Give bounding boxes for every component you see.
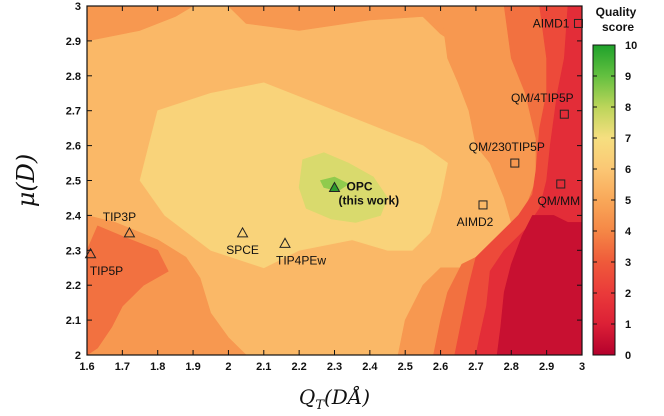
y-tick-label: 2.7 [66, 106, 81, 118]
y-tick-label: 2.1 [66, 315, 81, 327]
data-points: TIP3P TIP5P SPCE TIP4PEw OPC(this work) AIMD2… [84, 16, 583, 278]
y-axis-title: μ(D) [12, 154, 40, 208]
point-label-tip4pew: TIP4PEw [276, 253, 326, 267]
colorbar-tick-label: 6 [625, 164, 631, 176]
axis-titles: QT(DÅ) μ(D) [12, 154, 370, 413]
colorbar-tick-label: 5 [625, 195, 631, 207]
y-tick-label: 2.3 [66, 245, 81, 257]
point-label-spce: SPCE [226, 243, 259, 257]
point-label-qm-mm: QM/MM [537, 194, 580, 208]
point-label-aimd1: AIMD1 [533, 16, 570, 30]
point-sublabel-opc: (this work) [339, 193, 400, 207]
marker-qm-4tip5p [559, 109, 569, 119]
y-tick-label: 2 [75, 350, 81, 362]
x-tick-label: 2.8 [504, 361, 519, 373]
colorbar-tick-label: 2 [625, 288, 631, 300]
point-label-aimd2: AIMD2 [457, 215, 494, 229]
x-axis-title: QT(DÅ) [299, 384, 370, 413]
colorbar-tick-label: 7 [625, 133, 631, 145]
x-tick-label: 1.6 [79, 361, 94, 373]
y-tick-label: 2.4 [66, 210, 82, 222]
colorbar-tick-label: 10 [625, 40, 637, 52]
x-tick-label: 2.3 [327, 361, 342, 373]
x-tick-label: 2.6 [433, 361, 448, 373]
x-tick-label: 2 [225, 361, 231, 373]
y-tick-label: 3 [75, 1, 81, 13]
contour-region-12 [496, 215, 582, 355]
colorbar-tick-label: 1 [625, 319, 631, 331]
point-label-tip5p: TIP5P [90, 264, 123, 278]
colorbar-tick-label: 0 [625, 350, 631, 362]
y-tick-label: 2.2 [66, 280, 81, 292]
x-tick-label: 2.4 [362, 361, 378, 373]
x-tick-label: 1.7 [115, 361, 130, 373]
point-label-opc: OPC [347, 179, 373, 193]
x-tick-label: 2.9 [539, 361, 554, 373]
marker-opc [328, 181, 341, 192]
marker-aimd2 [478, 200, 488, 210]
axis-ticks: 1.6 1.7 1.8 1.9 2 2.1 2.2 2.3 2.4 2.5 2.6 2.7 2.8 2.9… [66, 1, 585, 373]
marker-tip3p [123, 226, 136, 238]
x-tick-label: 2.2 [291, 361, 306, 373]
colorbar-tick-label: 3 [625, 257, 631, 269]
marker-spce [236, 226, 249, 238]
point-label-qm-230tip5p: QM/230TIP5P [469, 140, 545, 154]
marker-qm-mm [556, 179, 566, 189]
colorbar-tick-label: 8 [625, 102, 631, 114]
x-tick-label: 2.5 [398, 361, 413, 373]
x-tick-label: 3 [579, 361, 585, 373]
colorbar-tick-label: 9 [625, 71, 631, 83]
x-tick-label: 1.8 [150, 361, 165, 373]
colorbar-title-line1: Quality [596, 5, 637, 19]
contour-region-7 [87, 225, 169, 355]
y-tick-label: 2.6 [66, 141, 81, 153]
x-tick-label: 1.9 [185, 361, 200, 373]
marker-tip5p [84, 247, 97, 259]
contour-region-3 [139, 82, 448, 269]
marker-qm-230tip5p [510, 158, 520, 168]
y-tick-label: 2.5 [66, 176, 81, 188]
contour-regions [87, 6, 582, 355]
colorbar-tick-label: 4 [625, 226, 632, 238]
contour-region-1 [87, 6, 194, 42]
point-label-qm-4tip5p: QM/4TIP5P [511, 91, 574, 105]
marker-aimd1 [573, 18, 583, 28]
x-tick-label: 2.7 [468, 361, 483, 373]
colorbar-title-line2: score [602, 20, 634, 34]
x-tick-label: 2.1 [256, 361, 271, 373]
y-tick-label: 2.9 [66, 36, 81, 48]
y-tick-label: 2.8 [66, 71, 81, 83]
marker-tip4pew [279, 237, 291, 248]
point-label-tip3p: TIP3P [103, 210, 136, 224]
